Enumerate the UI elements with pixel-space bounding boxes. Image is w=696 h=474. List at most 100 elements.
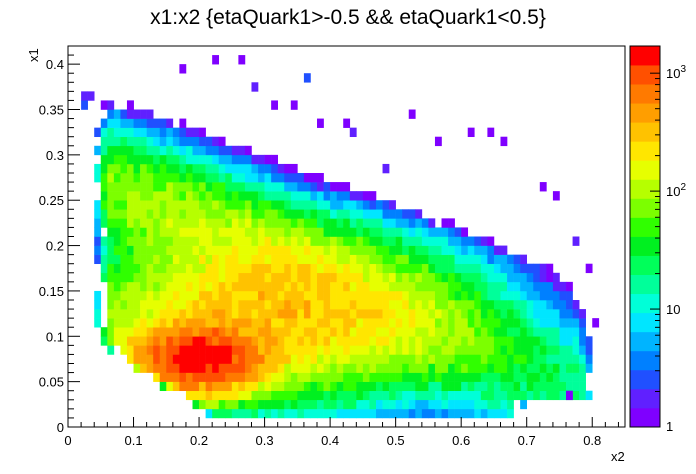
heatmap-bin [362, 218, 370, 228]
heatmap-bin [290, 318, 298, 328]
heatmap-bin [349, 309, 357, 319]
heatmap-bin [264, 200, 272, 210]
color-scale-swatch [630, 198, 660, 218]
heatmap-bin [185, 372, 193, 382]
heatmap-bin [330, 354, 337, 364]
heatmap-bin [146, 281, 154, 292]
heatmap-bin [415, 245, 423, 255]
heatmap-bin [192, 399, 200, 410]
heatmap-bin [310, 381, 318, 392]
heatmap-bin [323, 254, 331, 265]
heatmap-bin [271, 263, 278, 274]
heatmap-bin [349, 300, 357, 310]
heatmap-bin [199, 191, 206, 201]
heatmap-bin [231, 227, 239, 237]
heatmap-bin [303, 182, 311, 192]
heatmap-bin [146, 354, 154, 364]
heatmap-bin [120, 327, 128, 337]
heatmap-bin [133, 318, 141, 328]
heatmap-bin [461, 408, 469, 419]
heatmap-bin [277, 327, 285, 337]
heatmap-bin [225, 182, 233, 192]
heatmap-bin [212, 173, 220, 183]
heatmap-bin [566, 381, 573, 392]
heatmap-bin [428, 218, 436, 228]
heatmap-bin [323, 263, 331, 274]
heatmap-bin [415, 390, 423, 401]
heatmap-bin [507, 318, 514, 328]
heatmap-bin [271, 163, 278, 174]
heatmap-bin [140, 209, 147, 219]
heatmap-bin [271, 182, 278, 192]
heatmap-bin [297, 263, 305, 274]
heatmap-bin [421, 372, 429, 382]
heatmap-bin [172, 345, 180, 355]
heatmap-bin [349, 209, 357, 219]
heatmap-bin [539, 263, 547, 274]
heatmap-bin [382, 236, 390, 246]
heatmap-bin [277, 363, 285, 373]
heatmap-bin [271, 100, 278, 110]
heatmap-bin [107, 272, 115, 283]
heatmap-bin [546, 281, 554, 292]
heatmap-bin [500, 272, 508, 283]
heatmap-bin [349, 399, 357, 410]
heatmap-bin [166, 136, 174, 147]
heatmap-bin [395, 318, 403, 328]
heatmap-bin [356, 191, 364, 201]
heatmap-bin [212, 290, 220, 301]
heatmap-bin [264, 263, 272, 274]
heatmap-bin [362, 345, 370, 355]
heatmap-bin [212, 182, 220, 192]
heatmap-bin [441, 381, 449, 392]
heatmap-bin [199, 290, 206, 301]
heatmap-bin [271, 209, 278, 219]
heatmap-bin [303, 290, 311, 301]
heatmap-bin [284, 390, 292, 401]
heatmap-bin [159, 254, 167, 265]
heatmap-bin [126, 100, 134, 110]
heatmap-bin [336, 381, 344, 392]
heatmap-bin [369, 227, 377, 237]
heatmap-bin [277, 163, 285, 174]
heatmap-bin [258, 336, 265, 346]
heatmap-bin [100, 127, 108, 138]
heatmap-bin [487, 399, 495, 410]
heatmap-bin [402, 236, 410, 246]
heatmap-bin [415, 363, 423, 373]
heatmap-bin [330, 381, 337, 392]
heatmap-bin [140, 236, 147, 246]
heatmap-bin [434, 327, 442, 337]
heatmap-bin [297, 336, 305, 346]
heatmap-bin [487, 372, 495, 382]
heatmap-bin [310, 354, 318, 364]
heatmap-bin [238, 300, 246, 310]
heatmap-bin [343, 245, 351, 255]
heatmap-bin [343, 390, 351, 401]
heatmap-bin [454, 390, 462, 401]
heatmap-bin [107, 163, 115, 174]
heatmap-bin [192, 136, 200, 147]
heatmap-bin [408, 109, 416, 119]
heatmap-bin [421, 218, 429, 228]
heatmap-bin [434, 136, 442, 147]
heatmap-bin [539, 290, 547, 301]
heatmap-bin [238, 363, 246, 373]
heatmap-bin [343, 182, 351, 192]
heatmap-bin [297, 209, 305, 219]
heatmap-bin [349, 363, 357, 373]
heatmap-bin [290, 399, 298, 410]
heatmap-bin [343, 399, 351, 410]
heatmap-bin [539, 272, 547, 283]
heatmap-bin [126, 263, 134, 274]
heatmap-bin [290, 381, 298, 392]
heatmap-bin [297, 363, 305, 373]
heatmap-bin [343, 354, 351, 364]
heatmap-bin [185, 182, 193, 192]
heatmap-bin [251, 218, 259, 228]
heatmap-bin [271, 300, 278, 310]
heatmap-bin [480, 263, 488, 274]
heatmap-bin [303, 354, 311, 364]
heatmap-bin [192, 218, 200, 228]
heatmap-bin [434, 236, 442, 246]
